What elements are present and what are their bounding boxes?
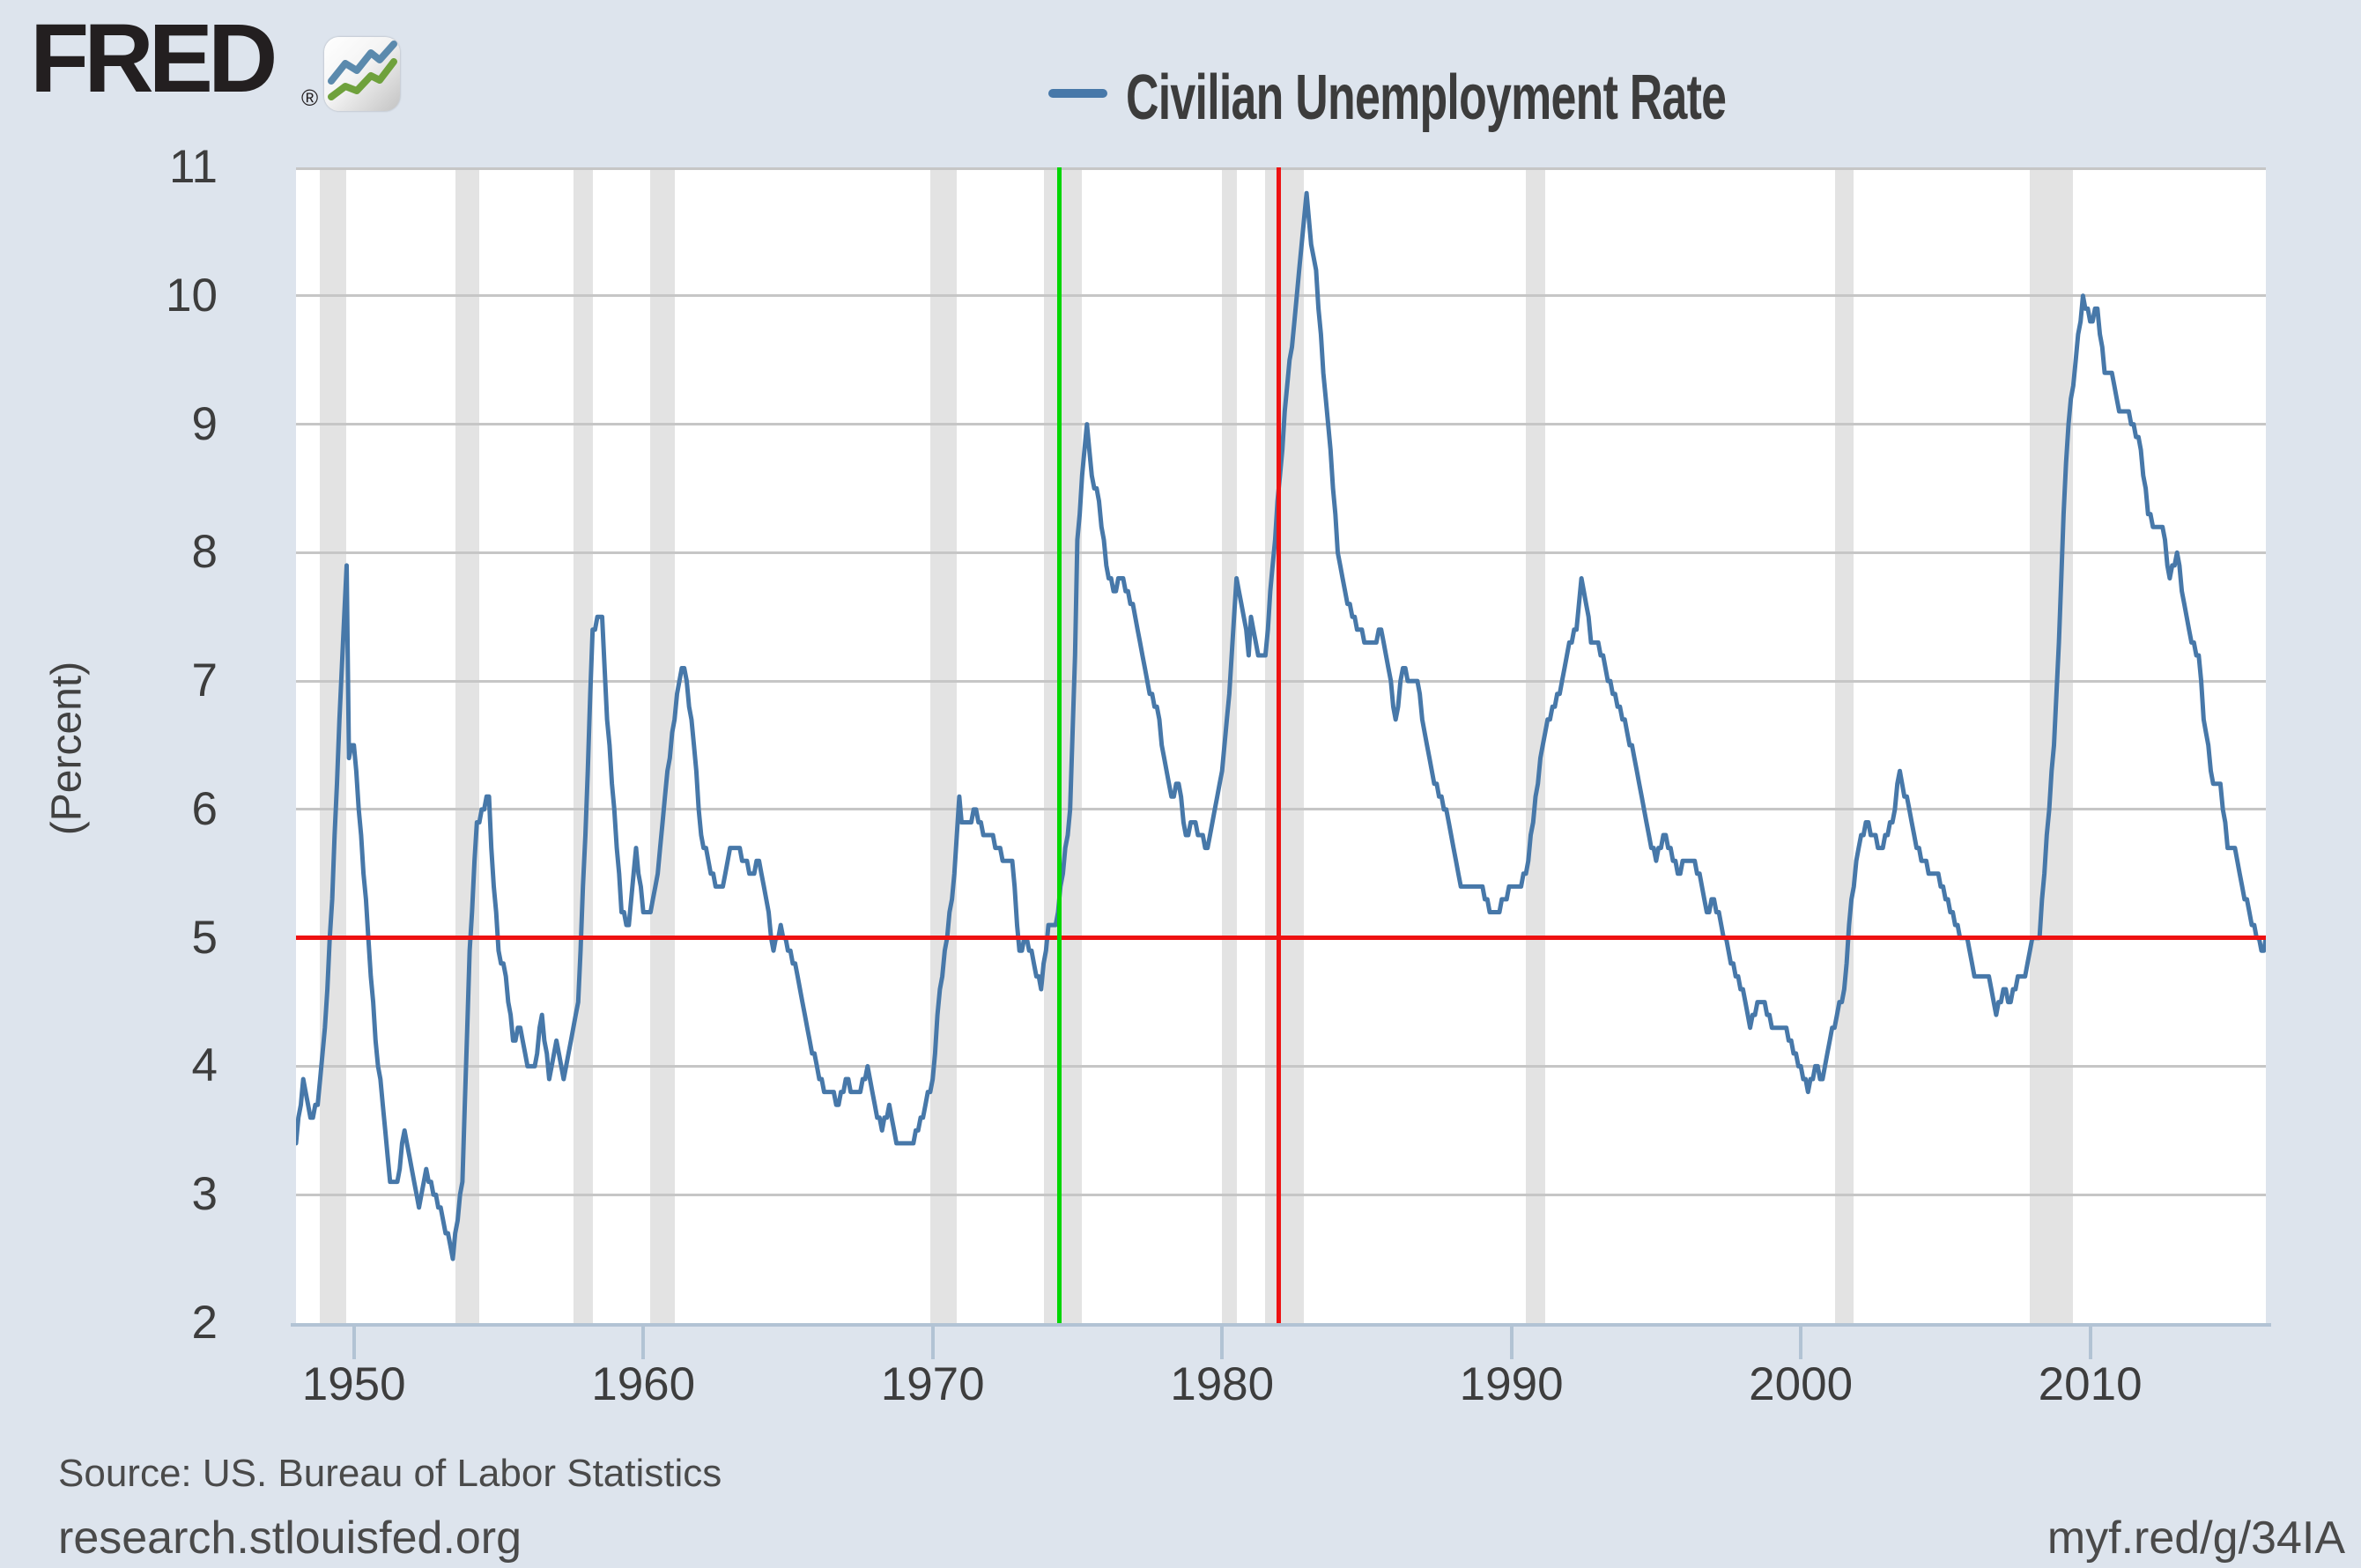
research-stlouisfed-link[interactable]: research.stlouisfed.org: [58, 1513, 522, 1564]
x-tick-label-1960: 1960: [591, 1358, 696, 1410]
x-tick-2010: [2088, 1327, 2092, 1359]
x-tick-1960: [641, 1327, 646, 1359]
y-tick-label-10: 10: [166, 269, 218, 322]
y-tick-label-5: 5: [191, 911, 218, 964]
x-tick-label-1970: 1970: [880, 1358, 985, 1410]
x-tick-1990: [1509, 1327, 1514, 1359]
recession-band: [320, 167, 347, 1323]
legend-series-label: Civilian Unemployment Rate: [1126, 63, 1727, 133]
recession-band: [573, 167, 593, 1323]
y-tick-label-8: 8: [191, 526, 218, 579]
plot-area: [296, 167, 2266, 1323]
recession-band: [455, 167, 480, 1323]
source-note: Source: US. Bureau of Labor Statistics: [58, 1452, 722, 1495]
y-tick-label-3: 3: [191, 1168, 218, 1221]
x-tick-label-1990: 1990: [1459, 1358, 1564, 1410]
y-tick-label-4: 4: [191, 1039, 218, 1092]
myf-red-short-url[interactable]: myf.red/g/34IA: [2046, 1513, 2345, 1564]
chart-lines-icon: [328, 41, 397, 100]
recession-band: [1222, 167, 1237, 1323]
y-tick-label-11: 11: [168, 141, 218, 193]
y-axis-title: (Percent): [43, 661, 91, 836]
x-tick-label-2010: 2010: [2038, 1358, 2143, 1410]
recession-band: [2030, 167, 2074, 1323]
registered-trademark-symbol: ®: [301, 85, 319, 111]
fred-logo-wordmark: FRED: [30, 4, 278, 113]
y-tick-label-9: 9: [191, 397, 218, 450]
green-vertical-reference-line-1974: [1057, 167, 1062, 1323]
recession-band: [1526, 167, 1545, 1323]
legend-line-swatch: [1048, 89, 1107, 98]
y-tick-label-2: 2: [191, 1297, 218, 1349]
x-tick-1970: [930, 1327, 935, 1359]
red-vertical-reference-line-1982: [1277, 167, 1282, 1323]
x-tick-label-2000: 2000: [1749, 1358, 1854, 1410]
recession-band: [1043, 167, 1083, 1323]
x-tick-label-1950: 1950: [301, 1358, 406, 1410]
x-tick-2000: [1799, 1327, 1803, 1359]
fred-logo-icon: [324, 37, 400, 111]
x-tick-1980: [1220, 1327, 1225, 1359]
x-tick-1950: [352, 1327, 356, 1359]
x-tick-label-1980: 1980: [1170, 1358, 1275, 1410]
x-axis-line: [291, 1323, 2271, 1327]
y-tick-label-7: 7: [191, 655, 218, 707]
recession-band: [1265, 167, 1305, 1323]
y-tick-label-6: 6: [191, 782, 218, 835]
recession-band: [1834, 167, 1854, 1323]
recession-band: [929, 167, 957, 1323]
